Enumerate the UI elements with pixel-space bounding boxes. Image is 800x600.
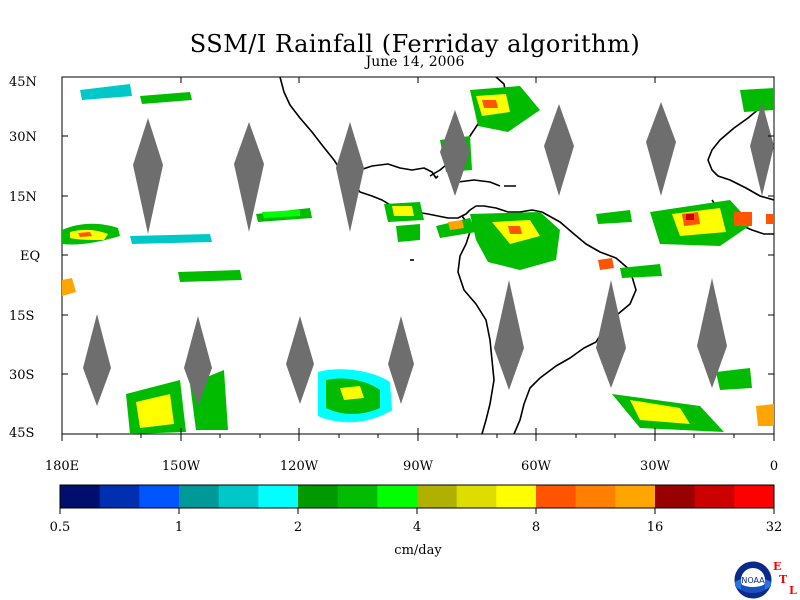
colorbar-unit: cm/day	[394, 543, 442, 558]
colorbar-swatch	[536, 485, 577, 508]
noaa-logo-text: NOAA	[741, 576, 765, 585]
lat-label-30n: 30N	[9, 130, 37, 145]
colorbar-swatch	[417, 485, 458, 508]
colorbar-swatch	[258, 485, 299, 508]
lat-label-45n: 45N	[9, 75, 37, 90]
colorbar-tick-label: 8	[532, 520, 540, 535]
lon-label-0: 0	[770, 459, 778, 474]
colorbar-swatch	[377, 485, 418, 508]
colorbar-tick-label: 2	[294, 520, 302, 535]
lon-label-120w: 120W	[280, 459, 319, 474]
map-subtitle: June 14, 2006	[365, 54, 465, 70]
lon-label-150w: 150W	[162, 459, 201, 474]
lat-axis: 45N 30N 15N EQ 15S 30S 45S	[9, 75, 774, 441]
colorbar-swatch	[496, 485, 537, 508]
colorbar-swatch	[99, 485, 140, 508]
colorbar-swatch	[218, 485, 259, 508]
colorbar-tick-label: 16	[647, 520, 664, 535]
colorbar-swatch	[456, 485, 497, 508]
colorbar-swatch	[337, 485, 378, 508]
colorbar-swatch	[734, 485, 775, 508]
lat-label-45s: 45S	[9, 426, 34, 441]
logo-letter-e: E	[773, 560, 781, 573]
lat-label-15s: 15S	[9, 309, 34, 324]
lon-label-90w: 90W	[403, 459, 434, 474]
lat-label-eq: EQ	[20, 249, 40, 264]
swath-gaps	[83, 102, 774, 406]
colorbar-swatch	[60, 485, 101, 508]
colorbar-swatch	[694, 485, 735, 508]
colorbar-tick-label: 4	[413, 520, 421, 535]
lat-label-30s: 30S	[9, 368, 34, 383]
colorbar-swatch	[575, 485, 616, 508]
lon-axis: 180E 150W 120W 90W 60W 30W 0	[45, 77, 778, 474]
caribbean-islands	[457, 179, 516, 187]
africa-west-coast	[707, 97, 774, 201]
map-title: SSM/I Rainfall (Ferriday algorithm)	[189, 30, 641, 58]
colorbar-tick-label: 0.5	[50, 520, 71, 535]
colorbar-tick-label: 1	[175, 520, 183, 535]
logo-letter-l: L	[789, 584, 797, 597]
lon-label-30w: 30W	[640, 459, 671, 474]
colorbar: 0.5 1 2 4 8 16 32	[50, 484, 783, 535]
rainfall-patches	[62, 84, 774, 434]
noaa-logo: NOAA E T L	[733, 560, 797, 600]
south-america-coast	[457, 215, 495, 434]
map-content	[62, 77, 774, 434]
colorbar-swatch	[655, 485, 696, 508]
lon-label-60w: 60W	[521, 459, 552, 474]
colorbar-swatch	[615, 485, 656, 508]
lon-label-180e: 180E	[45, 459, 79, 474]
colorbar-tick-label: 32	[766, 520, 783, 535]
colorbar-swatch	[179, 485, 220, 508]
florida-gulf-coast	[351, 163, 439, 183]
lat-label-15n: 15N	[9, 190, 37, 205]
logo-letter-t: T	[779, 573, 788, 586]
colorbar-swatch	[139, 485, 180, 508]
colorbar-swatch	[298, 485, 339, 508]
